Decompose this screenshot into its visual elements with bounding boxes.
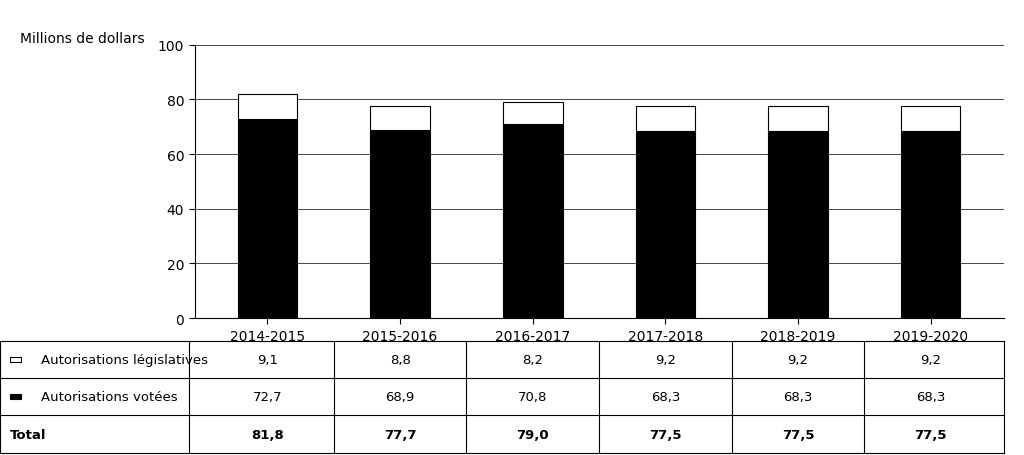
Bar bbox=[371, 106, 430, 131]
Text: 8,8: 8,8 bbox=[390, 353, 411, 366]
Bar bbox=[503, 103, 562, 125]
Text: Autorisations législatives: Autorisations législatives bbox=[41, 353, 208, 366]
Text: 77,5: 77,5 bbox=[649, 428, 682, 440]
Text: 79,0: 79,0 bbox=[516, 428, 549, 440]
Text: 9,2: 9,2 bbox=[655, 353, 676, 366]
Bar bbox=[238, 120, 297, 318]
Text: 70,8: 70,8 bbox=[518, 390, 548, 403]
Bar bbox=[901, 132, 961, 318]
Text: 9,2: 9,2 bbox=[787, 353, 809, 366]
Bar bbox=[371, 131, 430, 318]
Bar bbox=[636, 132, 695, 318]
Text: 81,8: 81,8 bbox=[251, 428, 284, 440]
Bar bbox=[768, 107, 827, 132]
Bar bbox=[768, 132, 827, 318]
Text: 77,5: 77,5 bbox=[914, 428, 947, 440]
Text: 9,1: 9,1 bbox=[257, 353, 278, 366]
Text: Autorisations votées: Autorisations votées bbox=[41, 390, 177, 403]
Text: 72,7: 72,7 bbox=[253, 390, 283, 403]
Text: 77,5: 77,5 bbox=[781, 428, 814, 440]
Text: 68,3: 68,3 bbox=[915, 390, 945, 403]
Bar bbox=[503, 125, 562, 318]
Text: 68,9: 68,9 bbox=[385, 390, 415, 403]
Text: 68,3: 68,3 bbox=[650, 390, 680, 403]
Bar bbox=[901, 107, 961, 132]
Text: Total: Total bbox=[10, 428, 47, 440]
Text: 8,2: 8,2 bbox=[522, 353, 543, 366]
Bar bbox=[636, 107, 695, 132]
Text: 68,3: 68,3 bbox=[783, 390, 813, 403]
Text: 77,7: 77,7 bbox=[384, 428, 417, 440]
Text: Millions de dollars: Millions de dollars bbox=[20, 32, 145, 46]
Text: 9,2: 9,2 bbox=[921, 353, 941, 366]
Bar bbox=[238, 95, 297, 120]
